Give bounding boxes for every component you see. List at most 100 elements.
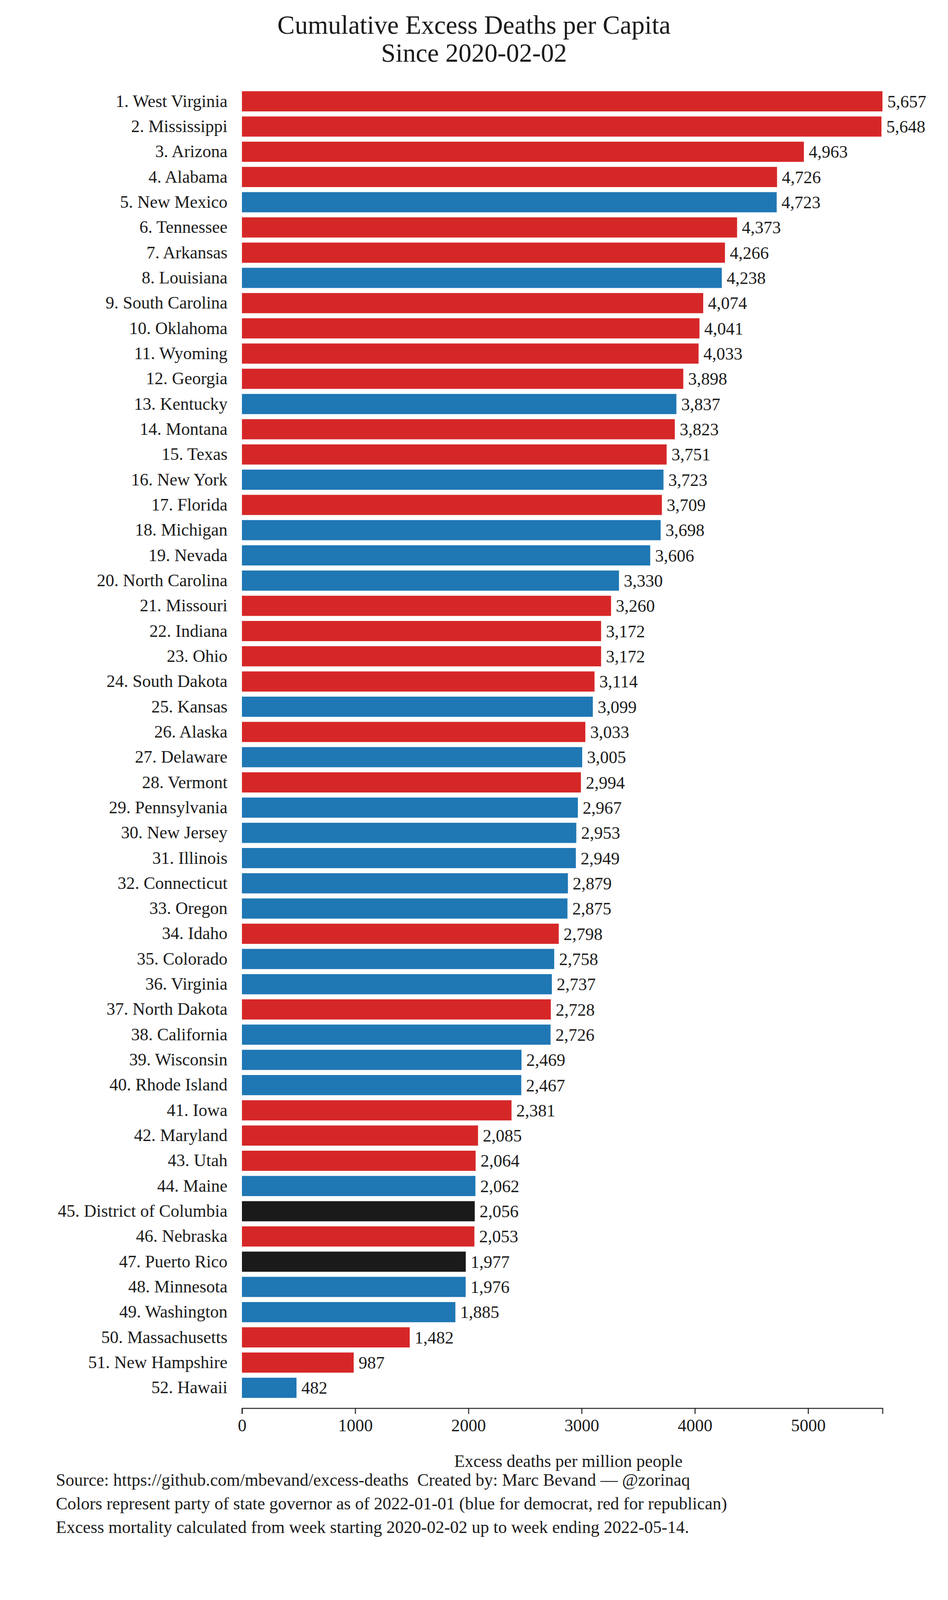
y-tick: 34. Idaho [161,923,242,943]
bar [241,545,651,566]
bar [241,671,595,692]
x-tick-label: 4000 [677,1415,713,1435]
y-tick: 17. Florida [151,494,242,515]
y-tick: 11. Wyoming [133,343,242,363]
data-label: 2,967 [582,798,622,818]
category-label: 12. Georgia [146,368,228,388]
data-label: 4,238 [726,268,766,288]
category-label: 24. South Dakota [106,671,228,691]
category-label: 23. Ohio [166,646,228,666]
y-tick: 25. Kansas [151,696,242,717]
data-label: 3,033 [590,722,630,742]
category-label: 43. Utah [167,1150,228,1170]
y-tick: 15. Texas [161,444,242,464]
bar [241,1150,476,1171]
y-tick: 30. New Jersey [120,822,242,842]
category-label: 49. Washington [119,1301,228,1322]
category-label: 18. Michigan [134,520,228,540]
x-tick-mark [694,1407,696,1414]
y-tick: 1. West Virginia [115,91,242,111]
bar [241,1125,479,1146]
x-tick-mark [581,1407,583,1414]
category-label: 20. North Carolina [96,570,228,590]
y-tick: 40. Rhode Island [109,1074,242,1095]
data-label: 2,056 [479,1201,519,1221]
x-tick-mark [241,1407,243,1414]
x-tick: 4000 [677,1407,713,1435]
data-label: 2,064 [480,1150,520,1171]
y-tick: 5. New Mexico [120,192,242,212]
x-tick: 0 [238,1407,247,1435]
bar [241,696,593,717]
category-label: 10. Oklahoma [129,318,228,338]
y-tick: 31. Illinois [152,847,242,868]
title: Cumulative Excess Deaths per Capita [277,10,671,40]
category-label: 15. Texas [161,444,228,464]
category-label: 50. Massachusetts [101,1327,228,1347]
category-label: 31. Illinois [152,847,228,868]
bar [241,91,883,112]
category-label: 41. Iowa [166,1100,228,1120]
bar [241,293,704,314]
annotation: Excess mortality calculated from week st… [55,1517,690,1537]
data-label: 3,823 [679,419,719,440]
footer: Source: https://github.com/mbevand/exces… [55,1469,728,1537]
y-tick: 13. Kentucky [133,394,242,414]
x-tick-label: 2000 [451,1415,486,1435]
y-tick: 36. Virginia [145,974,242,994]
bar [241,974,552,995]
y-tick: 33. Oregon [149,898,242,918]
category-label: 25. Kansas [151,696,228,717]
annotation: Source: https://github.com/mbevand/exces… [55,1469,691,1490]
y-tick: 22. Indiana [149,621,242,641]
x-tick-label: 0 [238,1415,247,1435]
category-label: 42. Maryland [133,1125,228,1145]
bar [241,267,722,289]
data-label: 3,606 [654,546,695,566]
x-tick: 1000 [337,1407,373,1435]
data-label: 2,737 [556,974,596,994]
y-tick: 26. Alaska [154,721,242,742]
data-label: 2,798 [563,924,603,944]
category-label: 13. Kentucky [133,394,228,414]
data-label: 3,172 [605,646,645,667]
data-label: 4,041 [704,319,744,339]
x-tick-label: 3000 [564,1415,600,1435]
data-label: 2,085 [482,1125,522,1146]
x-tick-mark [354,1407,356,1414]
data-label: 3,330 [623,571,663,591]
bar [241,898,568,919]
category-label: 6. Tennessee [139,217,228,237]
x-tick-label: 5000 [790,1415,826,1435]
bar [241,872,568,894]
y-tick: 6. Tennessee [139,217,242,237]
y-tick: 9. South Carolina [105,293,242,313]
bar [241,494,662,515]
annotation: Colors represent party of state governor… [55,1493,728,1513]
data-label: 2,381 [516,1100,556,1121]
y-tick: 4. Alabama [148,167,242,187]
category-label: 9. South Carolina [105,293,228,313]
bar [241,999,551,1020]
category-label: 3. Arizona [155,141,228,161]
x-axis: 0 1000 2000 3000 4000 5000 [238,1407,883,1435]
data-labels: 5,6575,6484,9634,7264,7234,3734,2664,238… [301,92,927,1398]
y-axis: 1. West Virginia2. Mississippi3. Arizona… [57,91,242,1398]
category-label: 19. Nevada [148,545,228,565]
y-tick: 8. Louisiana [141,267,242,288]
bar [241,343,699,364]
data-label: 5,648 [886,117,926,137]
bar [241,570,619,591]
x-tick-mark [467,1407,469,1414]
data-label: 2,469 [526,1050,566,1070]
data-label: 1,482 [414,1327,454,1348]
bar [241,318,700,339]
category-label: 8. Louisiana [141,267,228,288]
bar [241,1175,476,1196]
y-tick: 37. North Dakota [106,999,242,1019]
bar [241,772,581,793]
data-label: 3,751 [671,444,711,465]
x-axis-line [242,1408,883,1415]
bar [241,444,667,465]
bar [241,645,601,667]
